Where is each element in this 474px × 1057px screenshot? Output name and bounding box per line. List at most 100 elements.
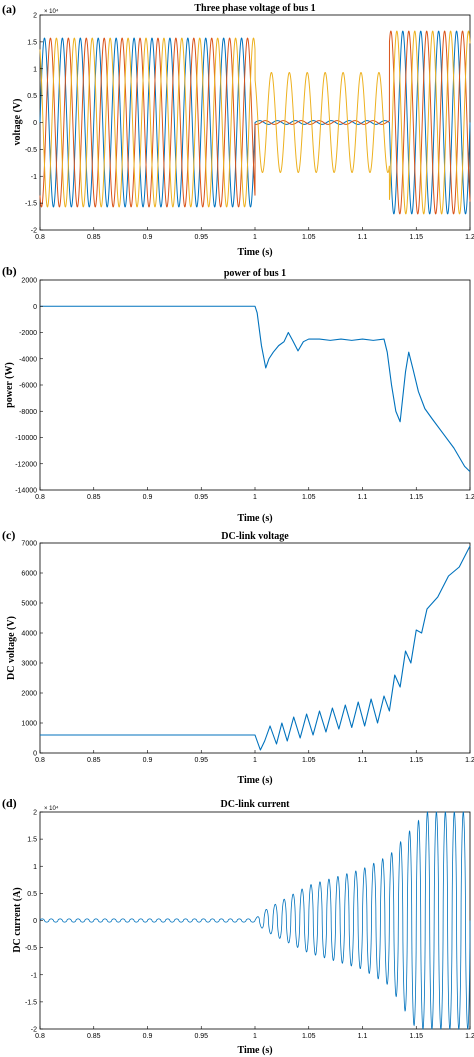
x-tick-label: 1.05 — [302, 494, 316, 501]
y-tick-label: -10000 — [15, 435, 37, 442]
x-axis-label-b: Time (s) — [237, 513, 272, 524]
x-tick-label: 0.8 — [35, 234, 45, 241]
y-tick-label: 0 — [33, 120, 37, 127]
ticks-group-a: 0.8 0.85 0.9 0.95 1 1.05 1.1 1.15 1.2 2 1.5 1 0.5 0 -0… — [25, 13, 474, 242]
y-tick-label: 0 — [33, 751, 37, 758]
y-tick-label: 4000 — [21, 631, 37, 638]
y-tick-label: 2000 — [21, 691, 37, 698]
x-tick-label: 1.1 — [358, 757, 368, 764]
panel-label-a: (a) — [2, 2, 16, 16]
y-tick-label: 0.5 — [27, 93, 37, 100]
ticks-group-c: 0.8 0.85 0.9 0.95 1 1.05 1.1 1.15 1.2 7000 6000 500… — [21, 541, 474, 765]
x-tick-label: 1.15 — [409, 1033, 423, 1040]
series-line-phase-3 — [39, 30, 471, 215]
series-group-a — [39, 30, 471, 215]
y-tick-label: -0.5 — [25, 147, 37, 154]
x-tick-label: 0.95 — [194, 757, 208, 764]
y-exponent-a: × 10⁴ — [44, 8, 59, 15]
y-exponent-d: × 10⁴ — [44, 805, 59, 812]
x-tick-label: 1 — [253, 234, 257, 241]
x-tick-label: 0.95 — [194, 494, 208, 501]
y-tick-label: 1.5 — [27, 39, 37, 46]
ticks-group-b: 0.8 0.85 0.9 0.95 1 1.05 1.1 1.15 1.2 2000 0 -2000 -… — [15, 278, 474, 502]
x-tick-label: 1.05 — [302, 234, 316, 241]
y-tick-label: 2000 — [21, 278, 37, 285]
series-group-c — [40, 545, 471, 751]
y-tick-label: 0 — [33, 918, 37, 925]
x-tick-label: 0.9 — [143, 234, 153, 241]
y-axis-label-a: voltage (V) — [12, 99, 23, 146]
y-tick-label: -0.5 — [25, 945, 37, 952]
y-tick-label: 2 — [33, 13, 37, 20]
panel-a: 0.8 0.85 0.9 0.95 1 1.05 1.1 1.15 1.2 2 1.5 1 0.5 0 -0… — [2, 2, 474, 258]
y-tick-label: 5000 — [21, 601, 37, 608]
x-tick-label: 1.1 — [358, 1033, 368, 1040]
panel-b: 0.8 0.85 0.9 0.95 1 1.05 1.1 1.15 1.2 2000 0 -2000 -… — [2, 264, 474, 524]
y-tick-label: 1 — [33, 864, 37, 871]
x-tick-label: 1.05 — [302, 1033, 316, 1040]
panel-d: 0.8 0.85 0.9 0.95 1 1.05 1.1 1.15 1.2 2 1.5 1 0.5 0 -0… — [2, 796, 474, 1056]
ticks-group-d: 0.8 0.85 0.9 0.95 1 1.05 1.1 1.15 1.2 2 1.5 1 0.5 0 -0… — [25, 810, 474, 1041]
y-tick-label: 6000 — [21, 571, 37, 578]
y-tick-label: 2 — [33, 810, 37, 817]
x-tick-label: 1.2 — [465, 1033, 474, 1040]
series-line-phase-1 — [39, 30, 471, 215]
x-tick-label: 1 — [253, 1033, 257, 1040]
series-group-d — [39, 811, 471, 1030]
x-tick-label: 0.85 — [87, 1033, 101, 1040]
x-tick-label: 0.8 — [35, 757, 45, 764]
y-axis-label-c: DC voltage (V) — [6, 616, 17, 680]
y-tick-label: -2000 — [19, 330, 37, 337]
y-tick-label: -8000 — [19, 409, 37, 416]
plot-area-c — [39, 542, 471, 754]
x-tick-label: 1.1 — [358, 494, 368, 501]
panel-label-d: (d) — [2, 796, 17, 810]
y-axis-label-d: DC current (A) — [12, 887, 23, 952]
series-line-phase-2 — [39, 30, 471, 215]
y-tick-label: 1 — [33, 66, 37, 73]
y-tick-label: -1.5 — [25, 999, 37, 1006]
panel-label-c: (c) — [2, 528, 15, 542]
x-tick-label: 0.85 — [87, 494, 101, 501]
chart-title-a: Three phase voltage of bus 1 — [194, 3, 315, 14]
y-tick-label: -6000 — [19, 383, 37, 390]
y-tick-label: -1 — [31, 174, 37, 181]
x-tick-label: 1.2 — [465, 494, 474, 501]
y-tick-label: -14000 — [15, 488, 37, 495]
chart-title-c: DC-link voltage — [221, 531, 289, 542]
y-axis-label-b: power (W) — [4, 362, 15, 408]
y-tick-label: -4000 — [19, 356, 37, 363]
y-tick-label: 7000 — [21, 541, 37, 548]
x-tick-label: 0.95 — [194, 234, 208, 241]
x-tick-label: 1.1 — [358, 234, 368, 241]
series-group-b — [40, 305, 471, 473]
y-tick-label: -2 — [31, 228, 37, 235]
x-axis-label-d: Time (s) — [237, 1045, 272, 1056]
x-axis-label-a: Time (s) — [237, 247, 272, 258]
x-tick-label: 0.9 — [143, 494, 153, 501]
y-tick-label: 0 — [33, 304, 37, 311]
y-tick-label: 0.5 — [27, 891, 37, 898]
x-tick-label: 0.85 — [87, 757, 101, 764]
series-line — [39, 811, 471, 1030]
x-tick-label: 1 — [253, 494, 257, 501]
x-axis-label-c: Time (s) — [237, 775, 272, 786]
x-tick-label: 1.05 — [302, 757, 316, 764]
panel-c: 0.8 0.85 0.9 0.95 1 1.05 1.1 1.15 1.2 7000 6000 500… — [2, 528, 474, 786]
x-tick-label: 1 — [253, 757, 257, 764]
x-tick-label: 0.8 — [35, 494, 45, 501]
x-tick-label: 0.9 — [143, 1033, 153, 1040]
y-tick-label: 3000 — [21, 661, 37, 668]
x-tick-label: 0.9 — [143, 757, 153, 764]
chart-title-d: DC-link current — [221, 799, 291, 810]
y-tick-label: 1.5 — [27, 837, 37, 844]
series-line — [40, 305, 471, 473]
x-tick-label: 0.85 — [87, 234, 101, 241]
y-tick-label: 1000 — [21, 721, 37, 728]
x-tick-label: 1.2 — [465, 757, 474, 764]
y-tick-label: -12000 — [15, 461, 37, 468]
x-tick-label: 1.2 — [465, 234, 474, 241]
plot-area-b — [39, 279, 471, 491]
panel-label-b: (b) — [2, 264, 17, 278]
